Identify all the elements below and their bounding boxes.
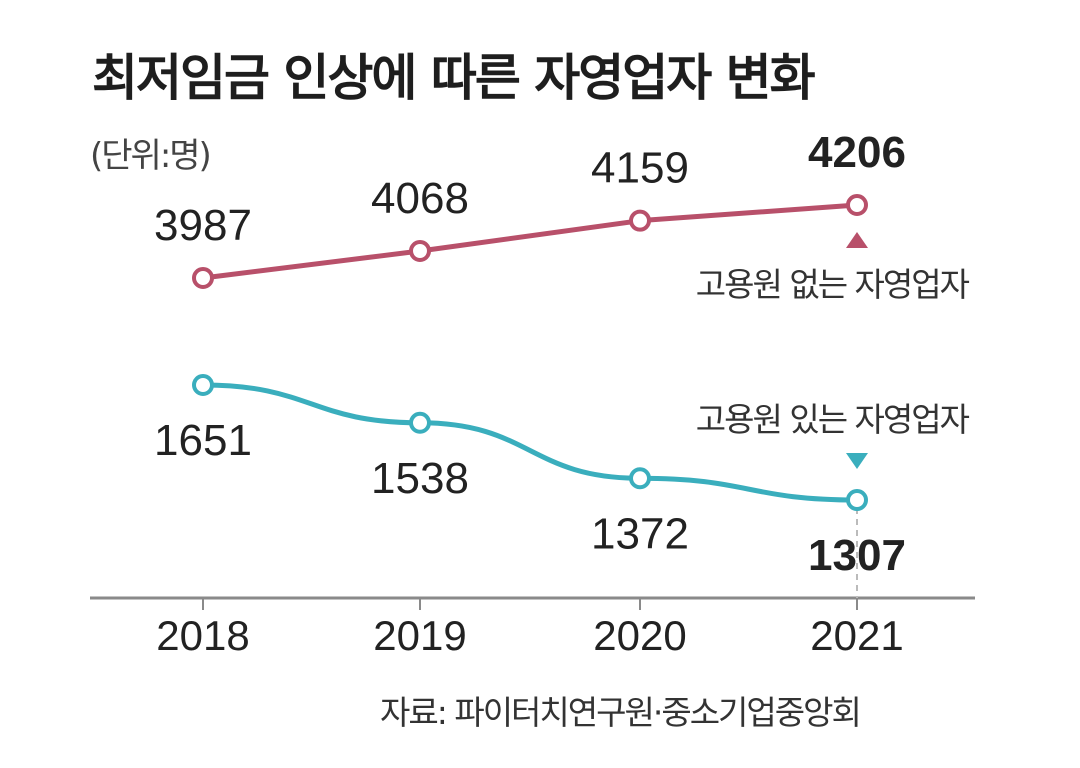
chart-title: 최저임금 인상에 따른 자영업자 변화 <box>92 49 816 107</box>
series-label-no-employees: 고용원 없는 자영업자 <box>696 265 970 304</box>
x-tick-label: 2021 <box>810 612 903 659</box>
data-label: 1307 <box>808 531 906 580</box>
data-point <box>192 374 214 396</box>
trend-down-icon <box>846 453 868 469</box>
x-tick-label: 2020 <box>593 612 686 659</box>
x-tick-label: 2019 <box>373 612 466 659</box>
data-point <box>409 240 431 262</box>
series-line-with-employees <box>202 382 858 503</box>
data-label: 3987 <box>154 201 252 250</box>
x-tick-label: 2018 <box>156 612 249 659</box>
trend-up-icon <box>846 232 868 248</box>
series-line-no-employees <box>202 202 858 281</box>
data-point <box>846 194 868 216</box>
data-label: 4159 <box>591 144 689 193</box>
data-point <box>846 489 868 511</box>
data-label: 1372 <box>591 509 689 558</box>
data-point <box>192 267 214 289</box>
source-note: 자료: 파이터치연구원·중소기업중앙회 <box>380 693 862 732</box>
data-label: 1538 <box>371 454 469 503</box>
data-label: 4206 <box>808 128 906 177</box>
data-point <box>629 467 651 490</box>
data-point <box>629 209 651 232</box>
series-label-with-employees: 고용원 있는 자영업자 <box>696 400 970 439</box>
unit-label: (단위:명) <box>90 136 212 176</box>
data-point <box>409 411 431 434</box>
data-label: 1651 <box>154 416 252 465</box>
data-label: 4068 <box>371 174 469 223</box>
